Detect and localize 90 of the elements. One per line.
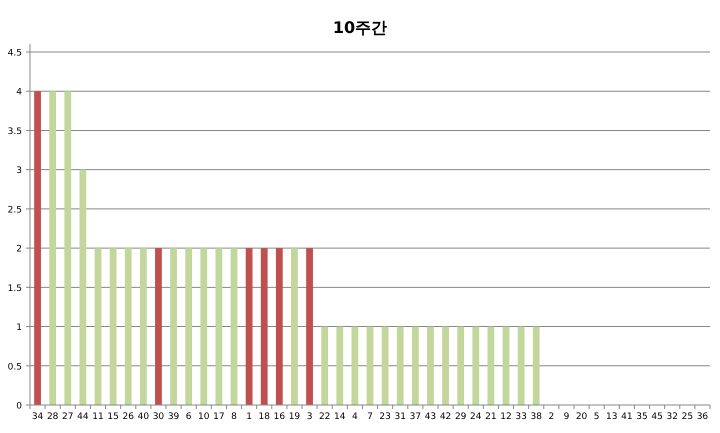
bar (291, 248, 298, 405)
x-tick-label: 20 (576, 412, 588, 422)
bar (140, 248, 147, 405)
bar (487, 326, 494, 405)
x-tick-label: 19 (288, 412, 300, 422)
bar (442, 326, 449, 405)
y-tick-label: 1 (16, 323, 22, 334)
x-tick-label: 38 (530, 412, 542, 422)
bar (49, 91, 56, 405)
x-tick-label: 1 (246, 412, 252, 422)
x-tick-label: 42 (440, 412, 452, 422)
x-tick-label: 41 (621, 412, 633, 422)
bar (321, 326, 328, 405)
bar (260, 248, 268, 405)
y-tick-label: 2 (16, 244, 22, 255)
bar (79, 170, 86, 405)
bar (185, 248, 192, 405)
x-tick-label: 7 (367, 412, 373, 422)
chart-title: 10주간 (332, 18, 388, 37)
x-tick-label: 26 (122, 412, 134, 422)
bar (64, 91, 72, 405)
x-tick-label: 34 (32, 412, 44, 422)
x-tick-label: 18 (258, 412, 270, 422)
x-tick-label: 40 (138, 412, 150, 422)
x-tick-label: 24 (470, 412, 482, 422)
bar (366, 326, 374, 405)
x-tick-label: 8 (231, 412, 238, 422)
x-tick-label: 14 (334, 412, 346, 422)
bar (427, 326, 434, 405)
bar (382, 326, 389, 405)
x-tick-label: 5 (594, 412, 600, 422)
bar (230, 248, 238, 405)
bar (34, 91, 41, 405)
y-tick-label: 4.5 (8, 48, 22, 58)
y-tick-label: 0.5 (8, 362, 22, 372)
x-tick-label: 16 (274, 412, 286, 422)
y-tick-label: 1.5 (8, 284, 22, 294)
bar (94, 248, 102, 405)
y-tick-label: 2.5 (8, 205, 22, 216)
bar (276, 248, 283, 405)
x-tick-label: 10 (198, 412, 210, 422)
x-tick-label: 15 (107, 412, 119, 422)
bar (472, 326, 480, 405)
bar (518, 326, 525, 405)
bar (396, 326, 404, 405)
x-tick-label: 23 (379, 412, 391, 422)
x-tick-label: 43 (424, 412, 436, 422)
x-tick-label: 29 (454, 412, 467, 422)
bar (457, 326, 464, 405)
x-tick-label: 44 (77, 412, 89, 422)
x-tick-label: 30 (152, 412, 164, 422)
bar (170, 248, 177, 405)
x-tick-label: 3 (306, 412, 312, 422)
y-tick-label: 4 (16, 88, 22, 98)
x-tick-label: 12 (500, 412, 512, 422)
bar (155, 248, 162, 405)
x-tick-label: 4 (352, 412, 358, 422)
x-tick-label: 17 (213, 412, 225, 422)
bar (200, 248, 208, 405)
x-tick-label: 9 (564, 412, 570, 422)
x-tick-label: 22 (318, 412, 330, 422)
bar (215, 248, 222, 405)
bar (412, 326, 419, 405)
x-tick-label: 32 (666, 412, 678, 422)
x-tick-label: 36 (696, 412, 708, 422)
y-tick-label: 0 (16, 402, 22, 412)
x-tick-label: 33 (515, 412, 527, 422)
x-tick-label: 11 (92, 412, 104, 422)
bar (306, 248, 313, 405)
x-tick-label: 28 (46, 412, 59, 422)
x-tick-label: 13 (606, 412, 618, 422)
x-tick-label: 2 (548, 412, 554, 422)
x-tick-label: 21 (485, 412, 497, 422)
y-tick-label: 3.5 (8, 126, 22, 137)
x-tick-label: 37 (410, 412, 422, 422)
x-tick-label: 6 (186, 412, 192, 422)
x-tick-label: 45 (651, 412, 663, 422)
bar (532, 326, 540, 405)
x-tick-label: 31 (394, 412, 406, 422)
x-tick-label: 27 (62, 412, 74, 422)
bar (502, 326, 510, 405)
x-tick-label: 35 (636, 412, 648, 422)
bar (110, 248, 117, 405)
bar (124, 248, 132, 405)
y-tick-label: 3 (16, 166, 22, 176)
x-tick-label: 39 (168, 412, 180, 422)
x-tick-label: 25 (682, 412, 694, 422)
bar (336, 326, 344, 405)
bar (351, 326, 358, 405)
bar (246, 248, 253, 405)
